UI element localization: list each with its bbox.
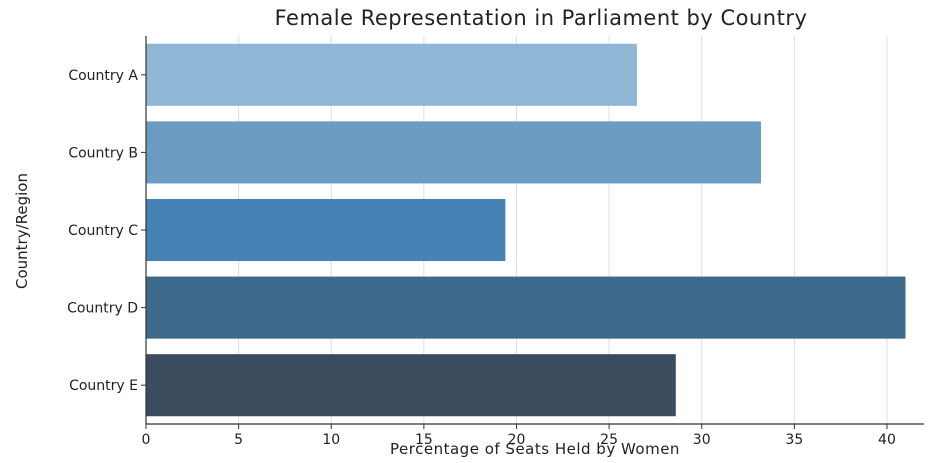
bars bbox=[146, 43, 906, 417]
x-tick-label: 5 bbox=[234, 432, 243, 448]
x-ticks: 0 5 10 15 20 25 30 35 40 bbox=[142, 424, 896, 448]
y-tick-label: Country A bbox=[68, 68, 138, 84]
bar-country-a bbox=[146, 43, 637, 106]
x-tick-label: 30 bbox=[693, 432, 711, 448]
x-tick-label: 35 bbox=[785, 432, 803, 448]
y-tick-label: Country B bbox=[68, 145, 138, 161]
x-tick-label: 15 bbox=[415, 432, 433, 448]
bar-country-d bbox=[146, 276, 906, 339]
x-tick-label: 0 bbox=[142, 432, 151, 448]
bar-country-c bbox=[146, 198, 506, 262]
y-tick-label: Country D bbox=[67, 301, 138, 317]
x-tick-label: 25 bbox=[600, 432, 618, 448]
chart-title: Female Representation in Parliament by C… bbox=[274, 6, 808, 30]
y-tick-label: Country C bbox=[68, 223, 138, 239]
x-tick-label: 10 bbox=[322, 432, 340, 448]
y-axis-label: Country/Region bbox=[13, 173, 31, 289]
x-axis-label: Percentage of Seats Held by Women bbox=[390, 440, 680, 458]
bar-country-b bbox=[146, 121, 761, 184]
bar-country-e bbox=[146, 354, 676, 417]
x-tick-label: 20 bbox=[508, 432, 526, 448]
x-tick-label: 40 bbox=[878, 432, 896, 448]
y-ticks: Country A Country B Country C Country D Coun… bbox=[67, 68, 146, 394]
y-tick-label: Country E bbox=[69, 378, 138, 394]
